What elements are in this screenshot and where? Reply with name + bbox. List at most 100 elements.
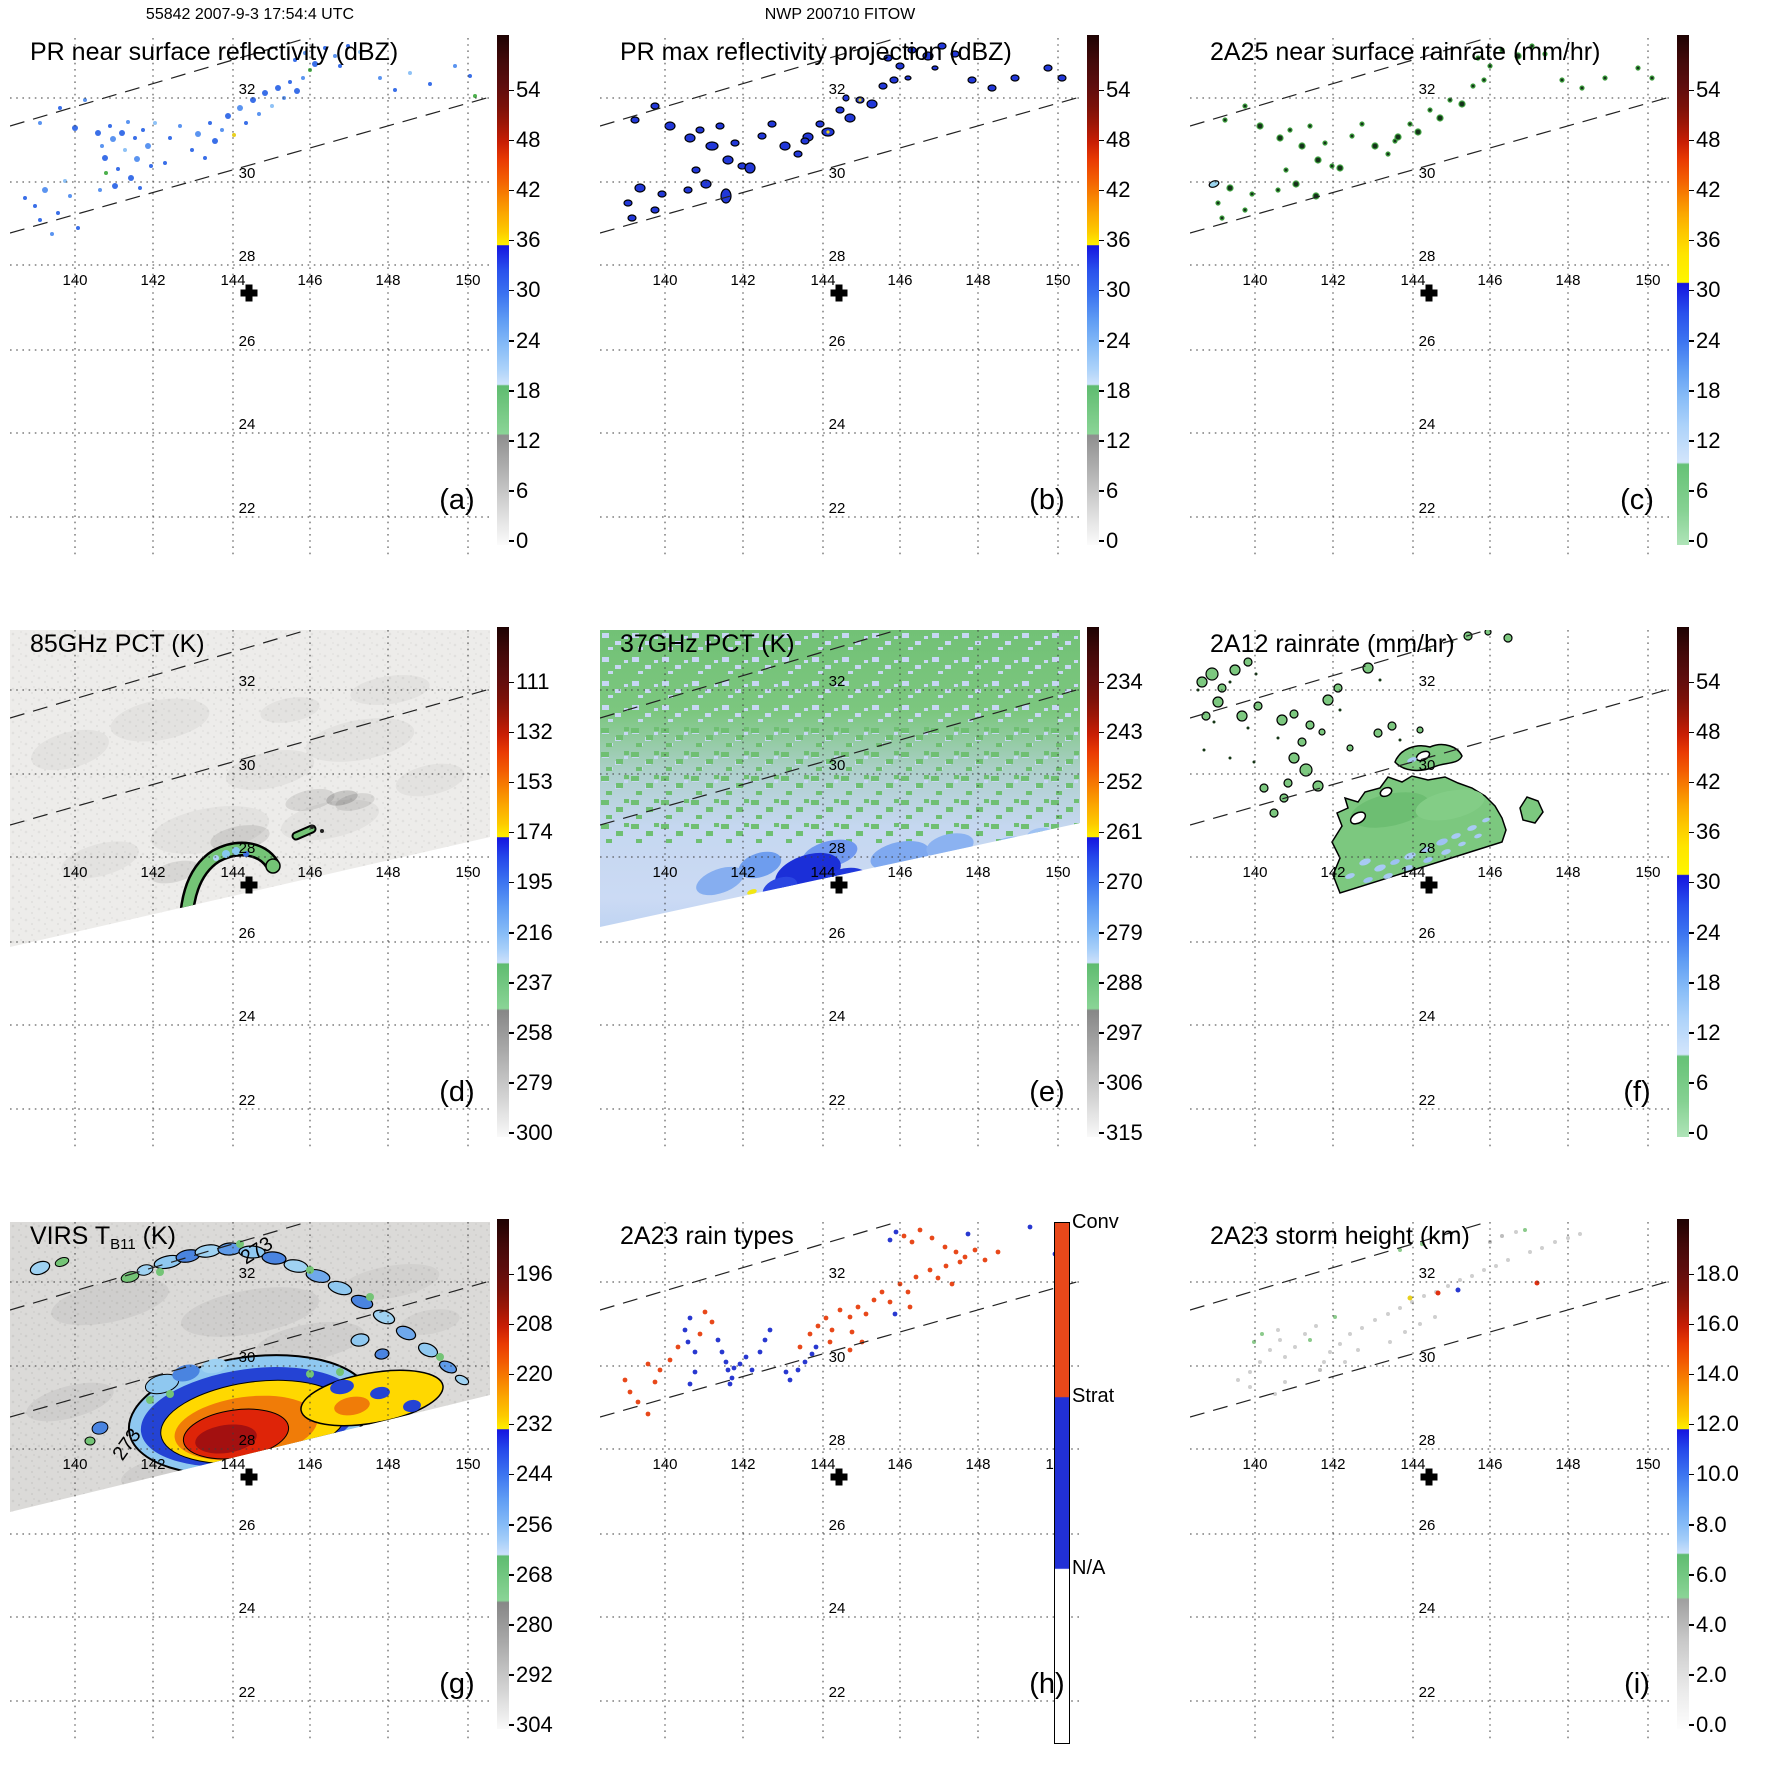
- svg-text:24: 24: [1419, 1008, 1436, 1025]
- colorbar-tickmark: [509, 982, 514, 984]
- swath-edge-dashes: [600, 38, 1080, 234]
- colorbar-tick-label: 279: [1106, 919, 1143, 945]
- svg-text:24: 24: [1419, 416, 1436, 433]
- svg-text:30: 30: [239, 1349, 256, 1366]
- colorbar-f: [1677, 627, 1689, 1137]
- svg-text:150: 150: [1045, 272, 1070, 289]
- svg-text:150: 150: [455, 1456, 480, 1473]
- colorbar-tick-label: 48: [1696, 127, 1721, 153]
- svg-text:24: 24: [829, 1600, 846, 1617]
- map-features: [31, 675, 465, 938]
- svg-text:146: 146: [887, 272, 912, 289]
- panel-h: 2A23 rain types 32 30 28 26 24 22 140 142 144 146 1…: [590, 1184, 1180, 1771]
- colorbar-tickmark: [509, 289, 514, 292]
- colorbar-tick-label: 14.0: [1696, 1361, 1739, 1387]
- colorbar-tickmark: [1689, 1373, 1694, 1376]
- colorbar-tickmark: [1689, 681, 1694, 683]
- svg-text:22: 22: [829, 1092, 846, 1109]
- svg-text:142: 142: [140, 272, 165, 289]
- svg-text:146: 146: [1477, 272, 1502, 289]
- map-i: 32 30 28 26 24 22 140 142 144 146 148 150: [1190, 1222, 1670, 1739]
- svg-text:144: 144: [810, 272, 835, 289]
- colorbar-tick-label: 0: [1696, 527, 1709, 553]
- colorbar-tickmark: [509, 390, 514, 392]
- colorbar-tickmark: [1099, 340, 1104, 342]
- scatter-dots: [1236, 1228, 1582, 1396]
- svg-text:30: 30: [1419, 165, 1436, 182]
- svg-text:28: 28: [829, 248, 846, 265]
- colorbar-tickmark: [509, 831, 514, 834]
- svg-text:146: 146: [297, 1456, 322, 1473]
- panel-f-title: 2A12 rainrate (mm/hr): [1210, 630, 1455, 658]
- svg-text:22: 22: [239, 1684, 256, 1701]
- svg-text:22: 22: [1419, 500, 1436, 517]
- panel-letter-a: (a): [439, 484, 475, 516]
- colorbar-segment-label: Conv: [1072, 1211, 1119, 1233]
- panel-f: 2A12 rainrate (mm/hr) 32 30 28 26 24 22 140 142 1…: [1180, 592, 1770, 1184]
- svg-text:150: 150: [1045, 864, 1070, 881]
- svg-text:144: 144: [810, 1456, 835, 1473]
- svg-text:24: 24: [239, 1600, 256, 1617]
- svg-text:148: 148: [965, 864, 990, 881]
- svg-text:148: 148: [375, 864, 400, 881]
- svg-text:32: 32: [829, 81, 846, 98]
- colorbar-tickmark: [509, 239, 514, 242]
- colorbar-tickmark: [1689, 781, 1694, 784]
- colorbar-tickmark: [1099, 731, 1104, 734]
- echo-blobs: [1215, 43, 1655, 221]
- map-c: 32 30 28 26 24 22 140 142 144 146 148 150: [1190, 38, 1670, 555]
- map-f: 32 30 28 26 24 22 140 142 144 146 148 150: [1190, 630, 1670, 1147]
- colorbar-tickmark: [1099, 139, 1104, 142]
- colorbar-tick-label: 279: [516, 1069, 553, 1095]
- svg-text:22: 22: [239, 500, 256, 517]
- svg-text:146: 146: [297, 864, 322, 881]
- colorbar-tickmark: [1689, 89, 1694, 91]
- svg-text:142: 142: [1320, 272, 1345, 289]
- svg-text:30: 30: [829, 1349, 846, 1366]
- colorbar-tick-label: 237: [516, 969, 553, 995]
- colorbar-tick-label: 297: [1106, 1019, 1143, 1045]
- colorbar-tickmark: [1689, 1423, 1694, 1426]
- map-features: [1196, 630, 1544, 894]
- colorbar-tick-label: 12: [516, 427, 541, 453]
- svg-text:150: 150: [455, 864, 480, 881]
- svg-text:26: 26: [829, 1517, 846, 1534]
- colorbar-tick-label: 292: [516, 1661, 553, 1687]
- colorbar-b: [1087, 35, 1099, 545]
- colorbar-tickmark: [509, 881, 514, 884]
- swath-edge-dashes: [10, 630, 490, 826]
- colorbar-tickmark: [1689, 239, 1694, 242]
- svg-text:144: 144: [1400, 272, 1425, 289]
- svg-text:150: 150: [1635, 272, 1660, 289]
- svg-text:22: 22: [829, 1684, 846, 1701]
- colorbar-tickmark: [1689, 1674, 1694, 1676]
- svg-text:26: 26: [1419, 1517, 1436, 1534]
- colorbar-tickmark: [509, 540, 514, 542]
- colorbar-tick-label: 153: [516, 769, 553, 795]
- colorbar-tick-label: 36: [1696, 227, 1721, 253]
- colorbar-tickmark: [509, 731, 514, 734]
- svg-text:150: 150: [455, 272, 480, 289]
- svg-text:32: 32: [1419, 1265, 1436, 1282]
- panel-letter-c: (c): [1620, 484, 1654, 516]
- colorbar-tickmark: [1099, 239, 1104, 242]
- panel-g: VIRS TB11 (K) 273 273 32 30 28 26 24 22 140 142 144…: [0, 1184, 590, 1771]
- svg-text:28: 28: [829, 840, 846, 857]
- colorbar-tickmark: [1099, 1032, 1104, 1034]
- svg-text:146: 146: [887, 864, 912, 881]
- svg-text:24: 24: [829, 416, 846, 433]
- colorbar-g: [497, 1219, 509, 1729]
- colorbar-tickmark: [1689, 1032, 1694, 1034]
- svg-text:32: 32: [239, 1265, 256, 1282]
- colorbar-tick-label: 252: [1106, 769, 1143, 795]
- svg-text:32: 32: [1419, 81, 1436, 98]
- colorbar-tick-label: 30: [1696, 277, 1721, 303]
- svg-text:144: 144: [220, 272, 245, 289]
- colorbar-tick-label: 306: [1106, 1069, 1143, 1095]
